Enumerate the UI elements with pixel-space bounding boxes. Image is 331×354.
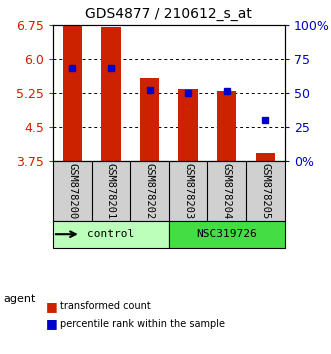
Text: ■: ■ [46,318,58,330]
Text: agent: agent [3,294,36,304]
Text: percentile rank within the sample: percentile rank within the sample [60,319,224,329]
Text: control: control [87,229,134,239]
Bar [53,221,169,248]
Title: GDS4877 / 210612_s_at: GDS4877 / 210612_s_at [85,7,252,21]
Text: NSC319726: NSC319726 [196,229,257,239]
Bar [217,91,236,161]
Bar [63,26,82,161]
Text: ■: ■ [46,300,58,313]
Bar [101,27,120,161]
Text: GSM878205: GSM878205 [260,162,270,219]
Text: GSM878203: GSM878203 [183,162,193,219]
Bar [178,89,198,161]
Text: GSM878204: GSM878204 [222,162,232,219]
Text: GSM878201: GSM878201 [106,162,116,219]
Text: GSM878202: GSM878202 [145,162,155,219]
Text: transformed count: transformed count [60,301,150,311]
Bar [256,153,275,161]
Text: GSM878200: GSM878200 [67,162,77,219]
Bar [140,78,159,161]
Bar [169,221,285,248]
